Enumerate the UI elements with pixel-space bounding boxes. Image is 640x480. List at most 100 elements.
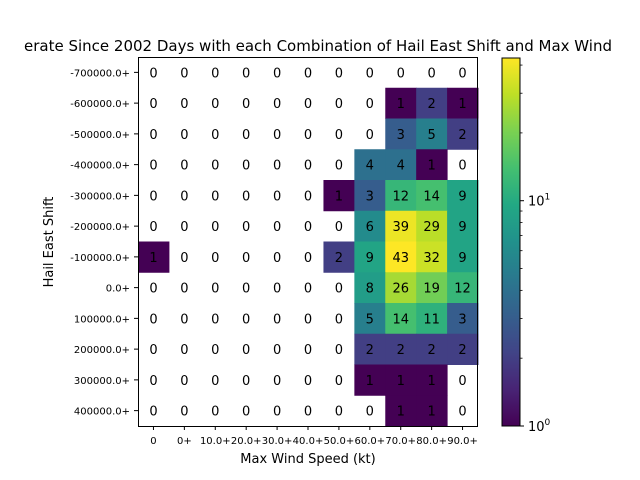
x-tick-label: 20.0+ (231, 436, 262, 447)
cell-value: 0 (242, 128, 250, 143)
heatmap-cell (385, 87, 417, 119)
cell-value: 8 (366, 282, 374, 297)
y-tick-label: -100000.0+ (70, 253, 130, 264)
heatmap-cell (385, 272, 417, 304)
heatmap-cell (447, 333, 479, 365)
cell-value: 0 (335, 343, 343, 358)
cell-value: 0 (335, 220, 343, 235)
x-tick-label: 30.0+ (262, 436, 293, 447)
x-tick-label: 50.0+ (324, 436, 355, 447)
heatmap-cell (416, 364, 448, 396)
cell-value: 2 (427, 343, 435, 358)
cell-value: 0 (211, 282, 219, 297)
colorbar-tick-label: 100 (528, 418, 551, 435)
cell-value: 0 (211, 405, 219, 420)
cell-value: 0 (335, 405, 343, 420)
y-tick-label: -200000.0+ (70, 222, 130, 233)
cell-value: 0 (273, 374, 281, 389)
heatmap-cell (416, 395, 448, 427)
y-tick-label: -400000.0+ (70, 161, 130, 172)
cell-value: 0 (180, 128, 188, 143)
heatmap-cell (385, 303, 417, 335)
colorbar-tick-label: 101 (528, 193, 550, 210)
cell-value: 0 (366, 405, 374, 420)
x-tick-label: 40.0+ (293, 436, 324, 447)
heatmap-cell (416, 180, 448, 212)
cell-value: 0 (180, 282, 188, 297)
heatmap-cell (447, 118, 479, 150)
heatmap-cell (416, 241, 448, 273)
cell-value: 5 (366, 312, 374, 327)
cell-value: 9 (458, 220, 466, 235)
colorbar-ticks: 100 101 (520, 64, 551, 435)
y-axis-label: Hail East Shift (42, 197, 57, 288)
cell-value: 0 (242, 97, 250, 112)
cell-value: 0 (211, 97, 219, 112)
cell-value: 0 (242, 405, 250, 420)
heatmap-cell (354, 149, 386, 181)
cell-value: 0 (211, 128, 219, 143)
heatmap-cell (138, 241, 170, 273)
cell-value: 0 (242, 66, 250, 81)
heatmap-cell (385, 149, 417, 181)
x-axis-ticks: 0 0+ 10.0+ 20.0+ 30.0+ 40.0+ 50.0+ 60.0+ 70.0+ 80… (150, 426, 478, 447)
heatmap-cell-labels: 0 0 0 0 0 0 0 0 0 0 00 0 0 0 0 0 0 0 1 2 10 0 0 0 0 0 0 0 3 5 20 0 0 0 0 0 0… (149, 66, 471, 419)
cell-value: 0 (304, 282, 312, 297)
cell-value: 2 (427, 97, 435, 112)
cell-value: 0 (180, 343, 188, 358)
cell-value: 1 (149, 251, 157, 266)
cell-value: 2 (335, 251, 343, 266)
cell-value: 4 (366, 159, 374, 174)
cell-value: 39 (392, 220, 409, 235)
cell-value: 0 (304, 97, 312, 112)
x-tick-label: 70.0+ (385, 436, 416, 447)
cell-value: 2 (458, 128, 466, 143)
cell-value: 0 (366, 97, 374, 112)
heatmap-cell (416, 118, 448, 150)
cell-value: 1 (397, 97, 405, 112)
heatmap-cell (385, 118, 417, 150)
cell-value: 4 (397, 159, 405, 174)
cell-value: 12 (454, 282, 471, 297)
heatmap-cell (447, 272, 479, 304)
cell-value: 0 (242, 159, 250, 174)
heatmap-cell (447, 180, 479, 212)
cell-value: 0 (304, 189, 312, 204)
cell-value: 0 (211, 159, 219, 174)
heatmap-cell (416, 272, 448, 304)
cell-value: 0 (335, 312, 343, 327)
cell-value: 26 (392, 282, 409, 297)
cell-value: 0 (149, 97, 157, 112)
cell-value: 29 (423, 220, 440, 235)
cell-value: 19 (423, 282, 440, 297)
cell-value: 0 (180, 405, 188, 420)
cell-value: 0 (273, 312, 281, 327)
cell-value: 0 (458, 405, 466, 420)
cell-value: 9 (458, 251, 466, 266)
heatmap-cell (354, 303, 386, 335)
cell-value: 0 (273, 159, 281, 174)
y-tick-label: 300000.0+ (74, 376, 130, 387)
cell-value: 0 (335, 374, 343, 389)
cell-value: 0 (304, 374, 312, 389)
cell-value: 3 (366, 189, 374, 204)
cell-value: 0 (180, 189, 188, 204)
cell-value: 2 (366, 343, 374, 358)
cell-value: 0 (180, 312, 188, 327)
cell-value: 0 (149, 66, 157, 81)
x-tick-label: 0 (150, 436, 156, 447)
x-tick-label: 90.0+ (447, 436, 478, 447)
cell-value: 1 (458, 97, 466, 112)
cell-value: 0 (335, 128, 343, 143)
cell-value: 0 (242, 343, 250, 358)
cell-value: 1 (397, 405, 405, 420)
y-axis-ticks: -700000.0+ -600000.0+ -500000.0+ -400000.0+… (70, 68, 138, 418)
y-tick-label: 200000.0+ (74, 345, 130, 356)
cell-value: 12 (392, 189, 409, 204)
heatmap-cell (354, 272, 386, 304)
cell-value: 0 (273, 220, 281, 235)
y-tick-label: -300000.0+ (70, 191, 130, 202)
heatmap-cell (385, 210, 417, 242)
cell-value: 0 (335, 97, 343, 112)
cell-value: 0 (304, 159, 312, 174)
